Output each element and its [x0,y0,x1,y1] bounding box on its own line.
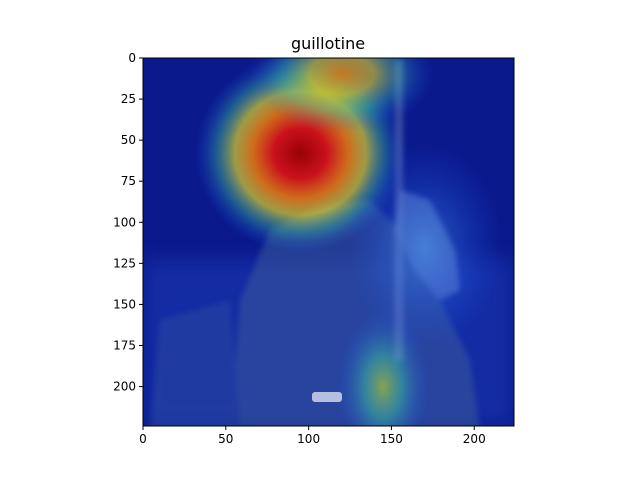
x-tick-label: 0 [139,432,147,446]
heatmap-hotspot [249,58,435,133]
y-tick-label: 150 [113,297,136,311]
y-axis: 0 25 50 75 100 125 150 175 200 [113,51,143,394]
x-tick-label: 200 [463,432,486,446]
y-tick-label: 25 [121,92,136,106]
y-tick-label: 50 [121,133,136,147]
hud-object [312,392,342,402]
x-axis: 0 50 100 150 200 [139,426,486,446]
heatmap-image [143,58,514,426]
hotspot-layer [194,58,505,426]
y-tick-label: 100 [113,215,136,229]
y-tick-label: 175 [113,339,136,353]
chart-title: guillotine [291,34,365,53]
y-tick-label: 200 [113,380,136,394]
heatmap-hotspot [345,141,505,353]
x-tick-label: 100 [297,432,320,446]
silhouette-cloth [150,300,240,426]
y-tick-label: 125 [113,256,136,270]
x-tick-label: 50 [218,432,233,446]
y-tick-label: 0 [128,51,136,65]
x-tick-label: 150 [380,432,403,446]
plot-frame [142,57,515,427]
y-tick-label: 75 [121,174,136,188]
